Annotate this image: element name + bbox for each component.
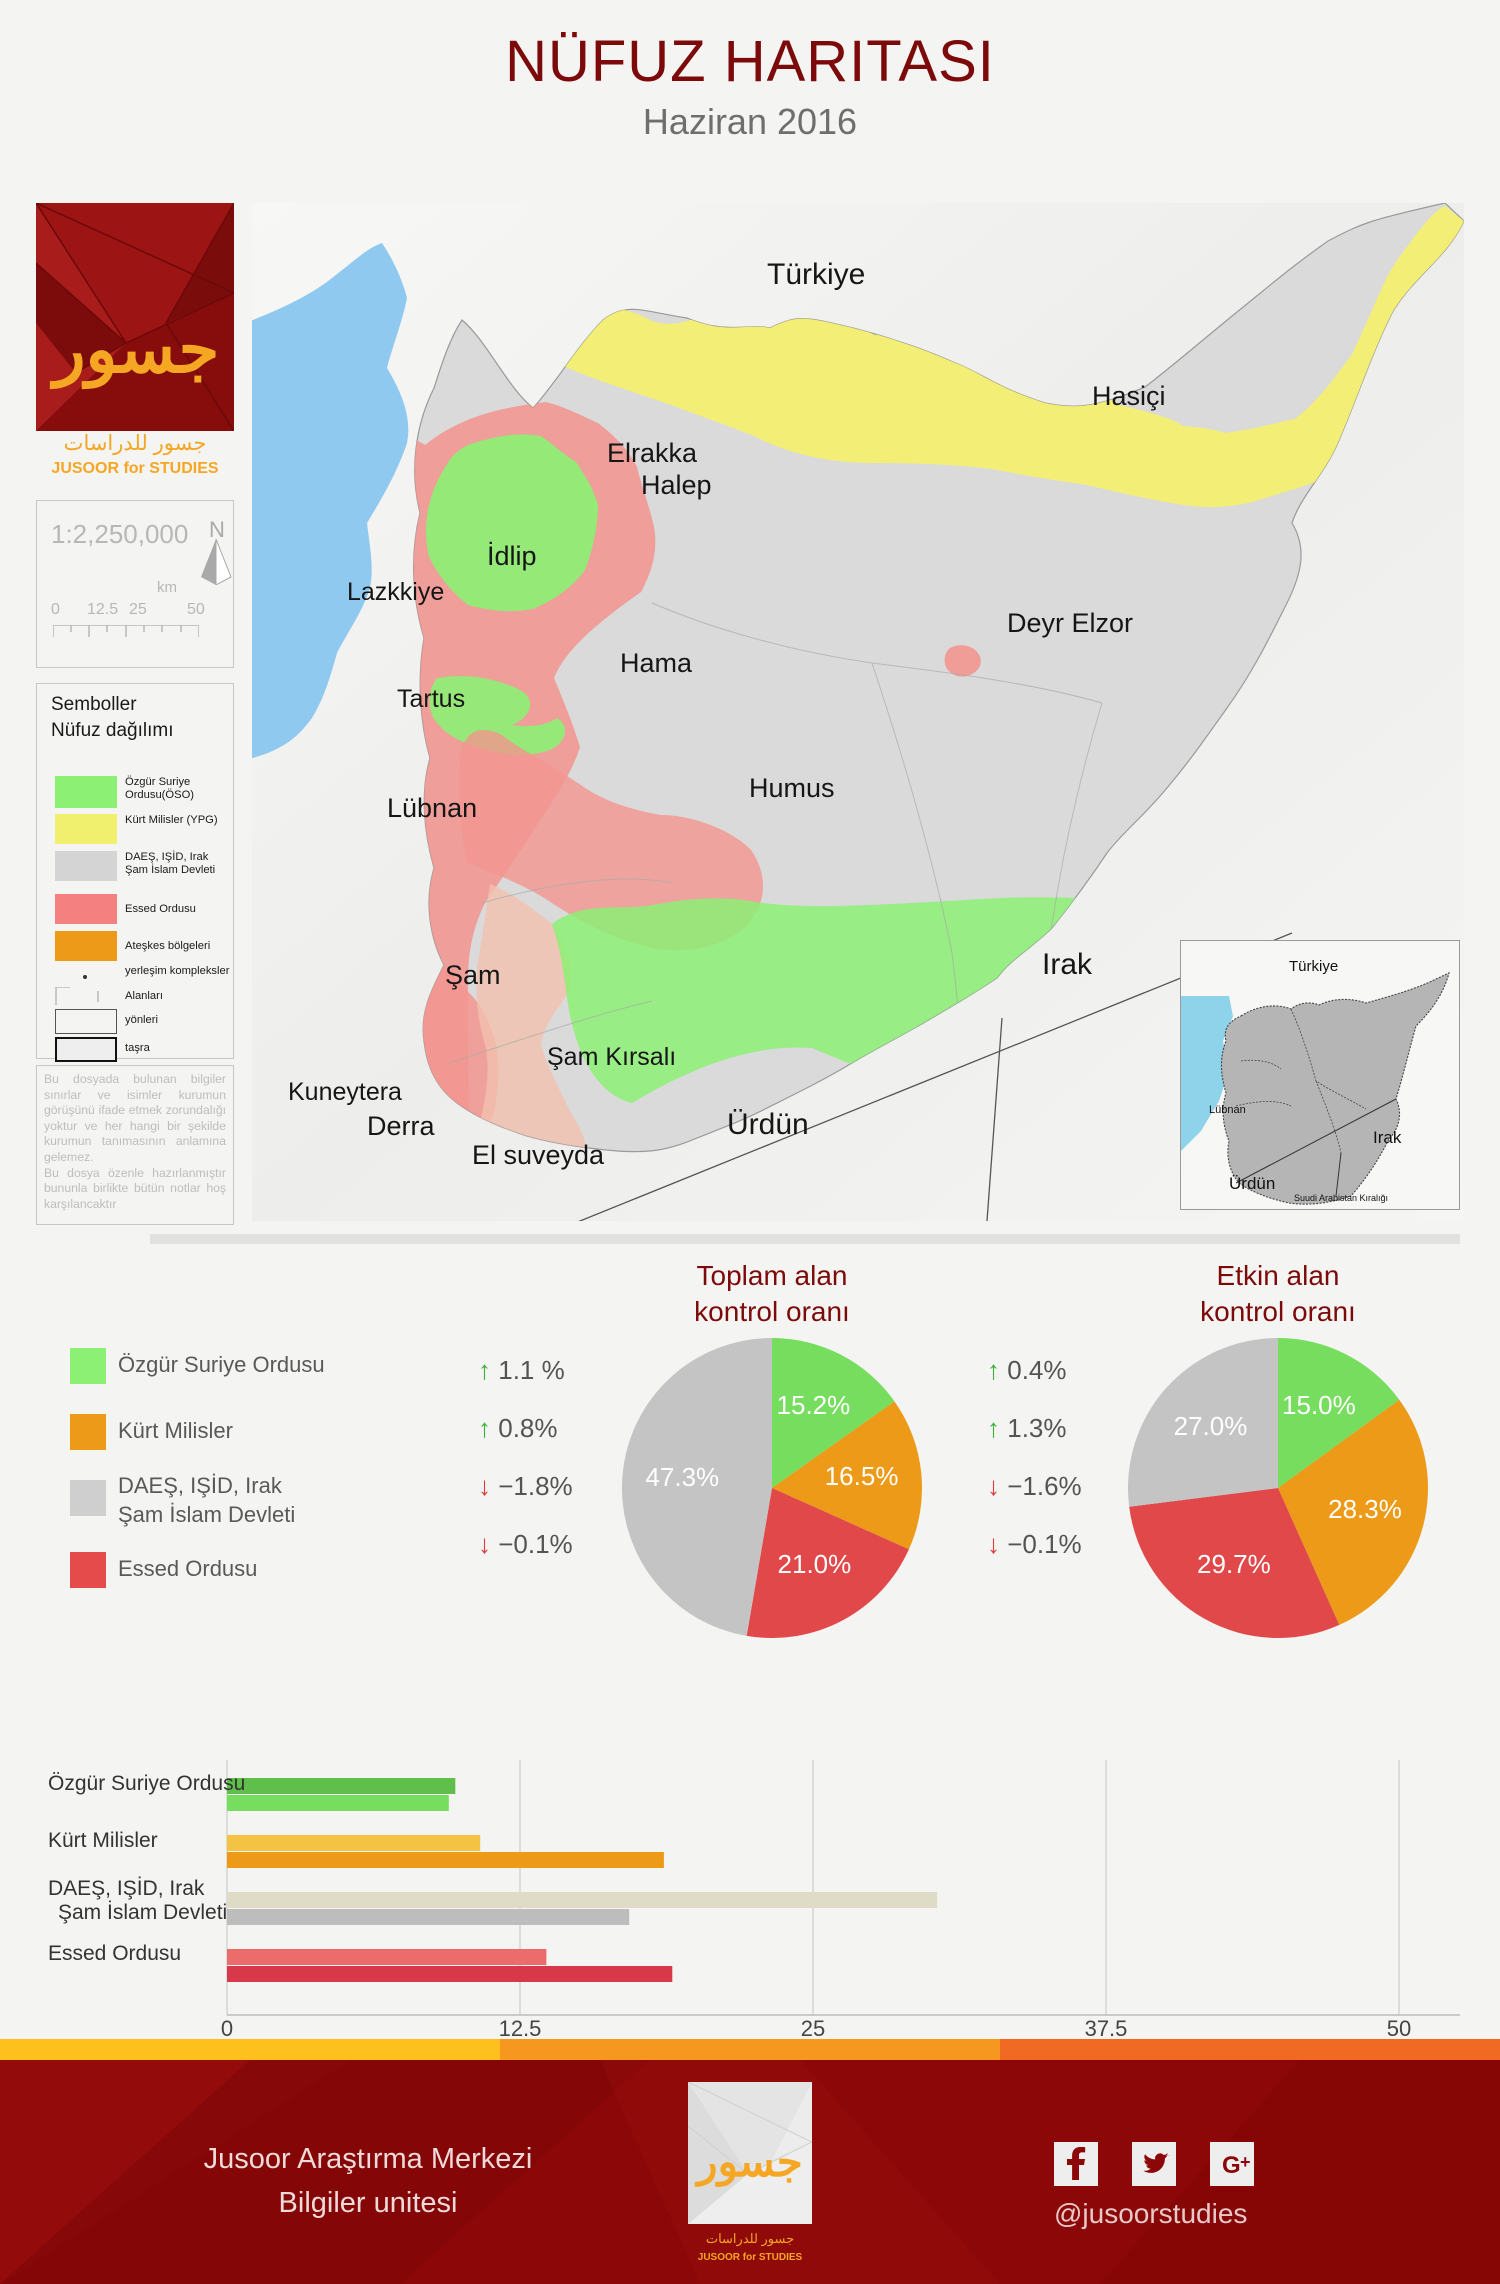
svg-text:50: 50: [1387, 2016, 1411, 2041]
svg-text:Lübnan: Lübnan: [1209, 1104, 1246, 1116]
svg-text:16.5%: 16.5%: [825, 1461, 899, 1491]
svg-text:Suudi Arabistan Kıralığı: Suudi Arabistan Kıralığı: [1294, 1193, 1388, 1203]
svg-text:15.2%: 15.2%: [777, 1390, 851, 1420]
svg-text:Ürdün: Ürdün: [1229, 1174, 1275, 1193]
svg-text:37.5: 37.5: [1085, 2016, 1128, 2041]
svg-text:Türkiye: Türkiye: [1289, 958, 1338, 975]
svg-text:Essed Ordusu: Essed Ordusu: [48, 1942, 181, 1965]
svg-text:DAEŞ, IŞİD, Irak: DAEŞ, IŞİD, Irak: [48, 1877, 205, 1900]
svg-text:15.0%: 15.0%: [1282, 1390, 1356, 1420]
svg-text:Irak: Irak: [1373, 1128, 1402, 1147]
svg-text:Şam İslam Devleti: Şam İslam Devleti: [58, 1901, 227, 1924]
svg-text:29.7%: 29.7%: [1197, 1549, 1271, 1579]
svg-text:21.0%: 21.0%: [778, 1549, 852, 1579]
svg-text:27.0%: 27.0%: [1174, 1411, 1248, 1441]
svg-text:Özgür Suriye Ordusu: Özgür Suriye Ordusu: [48, 1772, 245, 1795]
svg-text:25: 25: [801, 2016, 825, 2041]
svg-text:28.3%: 28.3%: [1328, 1494, 1402, 1524]
svg-text:Kürt Milisler: Kürt Milisler: [48, 1829, 158, 1852]
svg-text:47.3%: 47.3%: [645, 1462, 719, 1492]
svg-text:12.5: 12.5: [499, 2016, 542, 2041]
svg-text:0: 0: [221, 2016, 233, 2041]
svg-text:+: +: [1240, 2152, 1251, 2172]
svg-text:G: G: [1222, 2152, 1241, 2179]
